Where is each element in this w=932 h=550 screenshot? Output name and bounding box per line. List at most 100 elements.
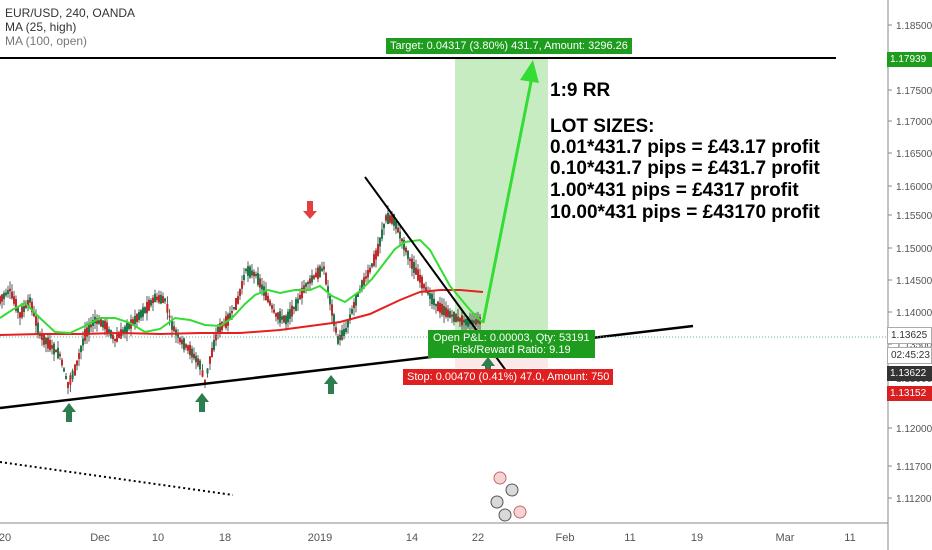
candle-body: [429, 293, 431, 299]
event-icon: [505, 483, 519, 497]
time-tick-label: 18: [219, 532, 231, 544]
price-tick-label: 1.11700: [896, 462, 932, 473]
candle-body: [27, 299, 29, 307]
time-axis-ticks: 20 Dec 10 18 2019 14 22 Feb 11 19 Mar 11: [0, 532, 856, 544]
candle-body: [122, 329, 124, 335]
candle-body: [201, 370, 204, 377]
candle-body: [329, 295, 331, 305]
candle-body: [327, 286, 329, 293]
candle-body: [371, 263, 373, 267]
candle-body: [124, 326, 126, 334]
price-tick-label: 1.17000: [896, 117, 932, 128]
price-axis-ticks: 1.18500 1.17500 1.17000 1.16500 1.16000 1.155…: [888, 21, 932, 505]
candle-body: [415, 267, 417, 275]
time-tick-label: 19: [691, 532, 703, 544]
candle-body: [427, 291, 429, 295]
candle-body: [251, 270, 253, 276]
time-tick-label: 20: [0, 532, 11, 544]
candle-body: [199, 360, 201, 370]
event-icon: [493, 471, 507, 485]
candle-body: [114, 338, 116, 342]
target-tag[interactable]: Target: 0.04317 (3.80%) 431.7, Amount: 3…: [386, 38, 632, 54]
candle-body: [35, 316, 37, 326]
lot-line-1: 0.01*431.7 pips = £43.17 profit: [550, 137, 820, 158]
time-tick-label: Feb: [556, 532, 575, 544]
lot-line-3: 1.00*431 pips = £4317 profit: [550, 180, 799, 201]
candle-body: [132, 319, 134, 325]
candle-body: [183, 338, 185, 350]
candle-body: [291, 305, 293, 317]
candle-body: [84, 329, 86, 341]
stop-tag[interactable]: Stop: 0.00470 (0.41%) 47.0, Amount: 750: [403, 369, 614, 385]
candle-body: [7, 290, 9, 294]
candle-body: [293, 306, 295, 310]
candle-body: [299, 294, 301, 300]
candle-body: [219, 323, 221, 333]
candle-body: [375, 250, 377, 260]
candle-body: [477, 319, 479, 324]
price-tick-label: 1.15000: [896, 244, 932, 255]
candle-body: [347, 320, 349, 328]
candle-body: [275, 313, 277, 317]
open-pl-tag[interactable]: Open P&L: 0.00003, Qty: 53191 Risk/Rewar…: [428, 330, 595, 358]
candle-body: [253, 271, 255, 277]
event-icon: [498, 508, 512, 522]
ma-25-high-line: [0, 238, 483, 335]
candle-body: [353, 301, 355, 309]
candle-body: [17, 307, 19, 313]
candle-body: [233, 306, 235, 310]
lot-line-2: 0.10*431.7 pips = £431.7 profit: [550, 158, 820, 179]
price-tick-label: 1.14000: [896, 308, 932, 319]
candle-body: [189, 344, 191, 356]
candle-body: [257, 273, 259, 285]
candle-body: [287, 311, 289, 323]
candle-body: [177, 334, 179, 338]
lot-sizes-title: LOT SIZES:: [550, 116, 655, 137]
price-tick-label: 1.13500: [896, 340, 932, 351]
candle-body: [281, 316, 283, 320]
candlestick-series: [0, 205, 481, 395]
time-tick-label: 11: [844, 532, 855, 544]
time-tick-label: 10: [152, 532, 164, 544]
time-tick-label: 22: [472, 532, 484, 544]
candle-body: [15, 299, 17, 311]
candle-body: [315, 272, 317, 278]
candle-body: [341, 330, 343, 340]
candle-body: [9, 288, 11, 292]
candle-body: [106, 322, 108, 334]
candle-body: [166, 303, 169, 313]
candle-body: [146, 301, 148, 314]
candle-body: [118, 333, 120, 339]
candle-body: [267, 295, 269, 303]
candle-body: [457, 316, 459, 322]
candle-body: [152, 297, 154, 304]
candle-body: [164, 298, 166, 302]
candle-body: [387, 212, 389, 225]
candle-body: [144, 307, 146, 313]
candle-body: [335, 327, 337, 333]
candle-body: [116, 334, 118, 342]
candle-body: [197, 358, 199, 366]
candle-body: [37, 322, 39, 334]
candle-body: [104, 320, 106, 330]
time-tick-label: 14: [406, 532, 418, 544]
price-label-target: 1.17939: [887, 52, 932, 67]
candle-body: [65, 376, 67, 379]
projection-arrow: [481, 71, 535, 324]
candle-body: [455, 314, 457, 322]
candle-body: [33, 311, 35, 317]
candle-body: [98, 320, 100, 324]
candle-body: [3, 292, 5, 300]
candle-body: [29, 297, 31, 303]
candle-body: [211, 347, 213, 358]
candle-body: [449, 311, 451, 318]
candle-body: [397, 227, 399, 233]
candle-body: [279, 311, 281, 323]
candle-body: [74, 364, 76, 376]
candle-body: [403, 239, 405, 251]
candle-body: [297, 298, 299, 304]
candle-body: [13, 296, 15, 304]
ma-100-open-line: [0, 289, 484, 336]
rr-annotation: 1:9 RR: [550, 80, 611, 101]
